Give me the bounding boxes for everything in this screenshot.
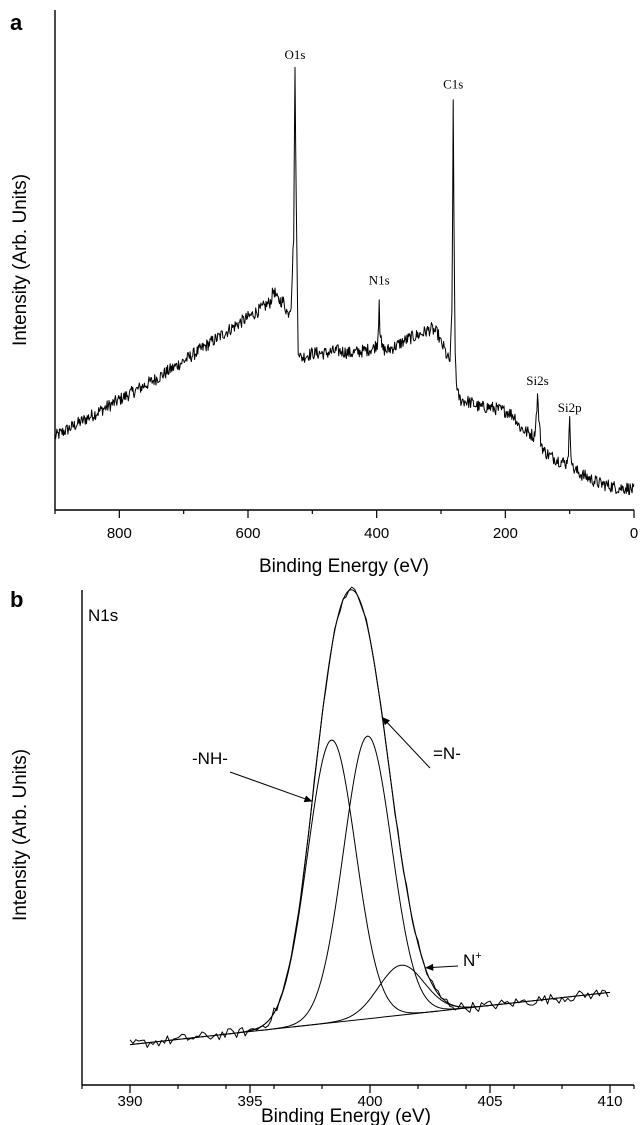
panel-b-annotation-arrowhead xyxy=(382,717,390,726)
panel-b-x-ticks: 390 395 400 405 410 xyxy=(81,1085,635,1110)
panel-b-annotation-arrowhead xyxy=(303,795,313,803)
panel-b-label: b xyxy=(10,587,23,612)
panel-b-fit-components xyxy=(223,735,509,1035)
panel-b-x-tick-label: 390 xyxy=(117,1093,142,1110)
panel-a-x-axis-title: Binding Energy (eV) xyxy=(259,556,429,577)
panel-b-x-tick-label: 400 xyxy=(357,1093,382,1110)
panel-b-y-axis-title: Intensity (Arb. Units) xyxy=(10,749,31,921)
panel-a-x-tick-label: 600 xyxy=(235,525,260,542)
panel-b-annotation-label: -NH- xyxy=(192,749,228,768)
panel-a-x-ticks: 800 600 400 200 0 xyxy=(54,510,638,542)
panel-a-spectrum-line xyxy=(54,66,635,496)
panel-a-peak-label: Si2s xyxy=(526,373,548,388)
panel-b-annotation-label: =N- xyxy=(433,744,461,763)
panel-a-peak-label: Si2p xyxy=(558,400,582,415)
panel-a-peak-label: N1s xyxy=(369,272,390,287)
panel-a-y-axis-title: Intensity (Arb. Units) xyxy=(10,174,31,346)
panel-a-label: a xyxy=(10,10,23,35)
panel-b-title: N1s xyxy=(88,606,118,625)
panel-b-annotation-arrowhead xyxy=(425,963,434,971)
panel-b-measured-spectrum xyxy=(129,586,609,1048)
panel-a-peak-label: C1s xyxy=(443,76,463,91)
panel-b-fit-component-1 xyxy=(223,739,439,1035)
panel-a-x-tick-label: 800 xyxy=(107,525,132,542)
panel-a-survey-spectrum: a 800 600 400 200 0 O1s N1s C1s Si2s Si2p Bindin… xyxy=(10,10,638,577)
panel-b-n1s-spectrum: b N1s 390 395 400 405 410 -NH- =N- N+ Binding … xyxy=(10,586,635,1125)
panel-b-annotation-arrow xyxy=(229,771,313,802)
panel-a-peak-annotations: O1s N1s C1s Si2s Si2p xyxy=(284,47,581,415)
panel-b-annotation-superscript: + xyxy=(475,950,481,962)
panel-b-fit-component-3 xyxy=(293,964,509,1028)
panel-b-component-annotations: -NH- =N- N+ xyxy=(192,716,482,971)
panel-a-x-tick-label: 400 xyxy=(364,525,389,542)
panel-b-x-axis-title: Binding Energy (eV) xyxy=(261,1106,431,1125)
panel-b-annotation-label: N+ xyxy=(463,950,482,970)
panel-b-x-tick-label: 395 xyxy=(237,1093,262,1110)
panel-a-x-tick-label: 200 xyxy=(493,525,518,542)
panel-b-x-tick-label: 405 xyxy=(477,1093,502,1110)
panel-b-annotation-arrow xyxy=(381,716,431,769)
panel-a-x-tick-label: 0 xyxy=(630,525,638,542)
panel-b-x-tick-label: 410 xyxy=(597,1093,622,1110)
panel-a-peak-label: O1s xyxy=(284,47,305,62)
panel-b-fit-envelope xyxy=(129,589,611,1046)
panel-b-fit-component-2 xyxy=(259,735,475,1031)
